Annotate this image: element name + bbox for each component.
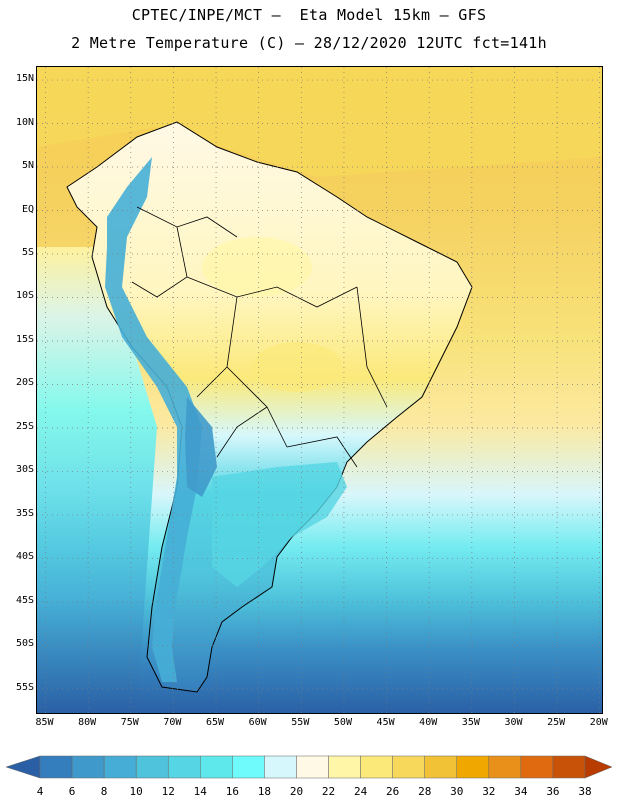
colorbar-tick-label: 12 <box>161 785 175 798</box>
colorbar-swatch <box>488 755 522 779</box>
lon-label: 45W <box>376 717 395 728</box>
central-brazil-warm-patch <box>252 342 342 392</box>
lon-label: 35W <box>461 717 480 728</box>
lat-label: 10S <box>15 290 34 302</box>
lat-label: 15S <box>15 333 34 345</box>
colorbar-tick-label: 22 <box>321 785 336 798</box>
lat-label: 45S <box>15 594 34 606</box>
colorbar-swatch <box>103 755 137 779</box>
lon-label: 30W <box>504 717 523 728</box>
lat-label: 5N <box>21 160 34 172</box>
lon-label: 40W <box>419 717 438 728</box>
altiplano-cold-area <box>185 397 217 497</box>
colorbar-swatch <box>552 755 586 779</box>
colorbar-swatch <box>264 755 297 779</box>
lon-label: 55W <box>291 717 310 728</box>
lon-label: 70W <box>163 717 182 728</box>
colorbar-swatch <box>232 755 265 779</box>
lat-label: 55S <box>15 681 34 693</box>
colorbar-swatch <box>167 755 201 779</box>
southern-cone-cool-area <box>212 462 347 587</box>
lon-label: 20W <box>589 717 608 728</box>
chart-title: CPTEC/INPE/MCT – Eta Model 15km – GFS <box>131 6 487 24</box>
colorbar-tick-label: 24 <box>353 785 368 798</box>
lon-label: 50W <box>333 717 352 728</box>
chart-subtitle: 2 Metre Temperature (C) – 28/12/2020 12U… <box>71 34 547 52</box>
colorbar <box>5 755 613 779</box>
lat-label: 40S <box>15 551 34 563</box>
colorbar-tick-label: 26 <box>386 785 400 798</box>
colorbar-tick-label: 32 <box>482 785 496 798</box>
colorbar-swatch <box>456 755 490 779</box>
caribbean-field <box>37 67 602 177</box>
colorbar-max-arrow <box>584 755 613 779</box>
lon-label: 65W <box>206 717 225 728</box>
colorbar-tick-label: 16 <box>225 785 239 798</box>
colorbar-tick-label: 34 <box>514 785 528 798</box>
map-canvas <box>37 67 602 713</box>
colorbar-swatch <box>39 755 73 779</box>
pacific-field <box>37 247 157 713</box>
lat-label: 20S <box>15 377 34 389</box>
lon-label: 80W <box>78 717 97 728</box>
lon-label: 85W <box>35 717 54 728</box>
lat-label: 10N <box>15 116 34 128</box>
andes-cold-strip <box>105 157 202 682</box>
colorbar-swatch <box>520 755 554 779</box>
colorbar-swatch <box>200 755 233 779</box>
colorbar-tick-label: 6 <box>68 785 76 798</box>
colorbar-tick-label: 36 <box>546 785 560 798</box>
colorbar-tick-label: 8 <box>100 785 108 798</box>
lon-label: 60W <box>248 717 267 728</box>
colorbar-swatch <box>424 755 458 779</box>
lat-label: 50S <box>15 638 34 650</box>
country-borders <box>131 206 388 468</box>
colorbar-tick-label: 28 <box>418 785 432 798</box>
colorbar-tick-label: 4 <box>36 785 44 798</box>
colorbar-swatch <box>328 755 361 779</box>
lat-label: 35S <box>15 507 34 519</box>
colorbar-tick-label: 14 <box>193 785 207 798</box>
lat-label: 5S <box>21 247 34 258</box>
lon-label: 25W <box>547 717 566 728</box>
colorbar-tick-label: 30 <box>450 785 464 798</box>
lat-label: 15N <box>15 73 34 85</box>
lon-label: 75W <box>120 717 139 728</box>
lat-label: 30S <box>15 464 34 476</box>
temperature-map[interactable] <box>36 66 603 714</box>
amazon-warm-patch <box>202 237 312 297</box>
colorbar-swatch <box>71 755 105 779</box>
colorbar-min-arrow <box>5 755 41 779</box>
colorbar-tick-label: 20 <box>289 785 304 798</box>
colorbar-tick-label: 10 <box>129 785 143 798</box>
colorbar-tick-label: 38 <box>578 785 592 798</box>
colorbar-swatch <box>135 755 169 779</box>
colorbar-swatch <box>392 755 425 779</box>
colorbar-tick-label: 18 <box>257 785 272 798</box>
colorbar-swatch <box>360 755 393 779</box>
lat-label: EQ <box>21 203 34 215</box>
lat-label: 25S <box>15 420 34 432</box>
colorbar-swatch <box>296 755 329 779</box>
map-gridlines <box>37 67 602 713</box>
